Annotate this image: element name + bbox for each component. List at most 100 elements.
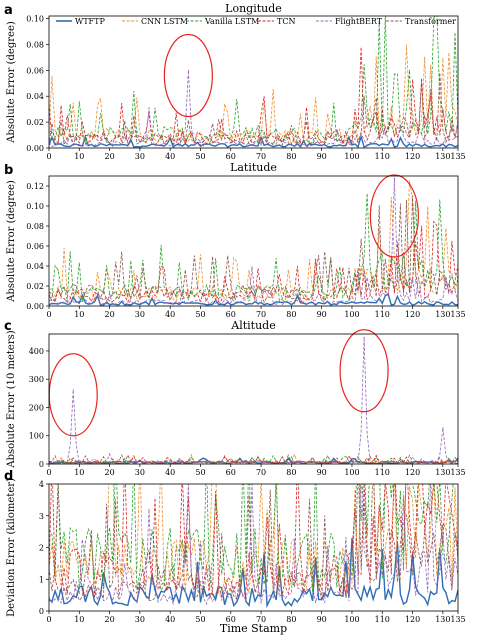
series-group: [49, 336, 458, 464]
highlight-ellipse: [163, 33, 213, 118]
series-line-flightbert: [49, 337, 458, 464]
chart-panel-d: d0 10 20 30 40 50 60 70 80 90 100 110 120 130 13501234…: [4, 469, 466, 635]
x-tick-label: 20: [104, 468, 114, 477]
series-line-flightbert: [49, 484, 458, 606]
legend-label: TCN: [277, 17, 295, 26]
peak-point: [442, 260, 444, 262]
x-tick-label: 90: [317, 310, 327, 319]
series-line-vanilla-lstm: [49, 16, 458, 145]
x-tick-label: 40: [165, 152, 175, 161]
x-tick-label: 110: [375, 468, 390, 477]
highlight-ellipse: [48, 353, 98, 437]
x-tick-label: 60: [226, 615, 236, 624]
legend-label: CNN LSTM: [141, 17, 188, 26]
peak-point: [57, 269, 59, 271]
y-tick-label: 0.06: [26, 66, 44, 75]
panel-letter: b: [4, 163, 13, 178]
series-line-flightbert: [49, 70, 458, 148]
x-tick-label: 40: [165, 615, 175, 624]
x-tick-label: 110: [375, 615, 390, 624]
x-tick-label: 50: [195, 310, 205, 319]
y-tick-label: 0.00: [26, 144, 44, 153]
x-tick-label: 130: [435, 152, 450, 161]
x-tick-label: 60: [226, 310, 236, 319]
x-tick-label: 110: [375, 152, 390, 161]
x-tick-label: 10: [74, 615, 84, 624]
x-tick-label: 0: [46, 615, 51, 624]
y-tick-label: 0.04: [26, 92, 44, 101]
series-line-transformer: [49, 72, 458, 147]
x-tick-label: 120: [405, 310, 420, 319]
series-line-transformer: [49, 484, 458, 602]
peak-point: [442, 58, 444, 60]
y-tick-label: 300: [29, 375, 44, 384]
axes-frame: [48, 175, 459, 307]
x-tick-label: 30: [135, 152, 145, 161]
series-line-tcn: [49, 46, 458, 146]
peak-point: [108, 453, 111, 455]
chart-title: Altitude: [230, 319, 275, 332]
y-tick-label: 1: [39, 575, 44, 584]
x-tick-label: 0: [46, 152, 51, 161]
x-tick-label: 30: [135, 468, 145, 477]
x-tick-label: 40: [165, 468, 175, 477]
y-tick-label: 0: [39, 607, 44, 616]
x-tick-label: 120: [405, 468, 420, 477]
series-line-wtftp: [49, 293, 458, 306]
x-tick-label: 135: [450, 468, 465, 477]
x-tick-label: 10: [74, 468, 84, 477]
peak-point: [187, 69, 189, 71]
legend-label: Vanilla LSTM: [204, 17, 259, 26]
y-tick-label: 400: [29, 347, 44, 356]
peak-point: [72, 389, 74, 391]
x-tick-label: 100: [344, 152, 359, 161]
x-tick-label: 0: [46, 468, 51, 477]
y-tick-label: 100: [29, 432, 44, 441]
legend-label: Transformer: [405, 17, 456, 26]
x-tick-label: 70: [256, 615, 266, 624]
x-tick-label: 70: [256, 152, 266, 161]
x-tick-label: 130: [435, 615, 450, 624]
series-group: [49, 484, 458, 609]
x-tick-label: 70: [256, 310, 266, 319]
chart-title: Longitude: [225, 2, 282, 15]
panel-letter: a: [4, 3, 13, 18]
x-tick-label: 30: [135, 615, 145, 624]
x-tick-label: 50: [195, 615, 205, 624]
peak-point: [430, 95, 432, 97]
peak-point: [51, 76, 53, 78]
peak-point: [390, 257, 392, 259]
y-tick-label: 0.08: [26, 40, 44, 49]
legend-label: WTFTP: [75, 17, 105, 26]
x-tick-label: 30: [135, 310, 145, 319]
x-tick-label: 90: [317, 615, 327, 624]
x-tick-label: 135: [450, 310, 465, 319]
legend: WTFTP CNN LSTM Vanilla LSTM TCN FlightBERT Tr…: [56, 17, 456, 26]
x-tick-label: 135: [450, 152, 465, 161]
axes-frame: [48, 15, 459, 149]
series-line-tcn: [49, 454, 458, 464]
series-group: [49, 177, 458, 306]
x-tick-label: 130: [435, 468, 450, 477]
series-line-vanilla-lstm: [49, 484, 454, 593]
series-line-wtftp: [49, 134, 458, 148]
x-tick-label: 100: [344, 468, 359, 477]
x-tick-label: 100: [344, 615, 359, 624]
peak-point: [363, 336, 365, 338]
x-axis-label: Time Stamp: [220, 622, 287, 635]
y-tick-label: 200: [29, 403, 44, 412]
peak-point: [393, 73, 395, 75]
x-tick-label: 20: [104, 615, 114, 624]
y-axis-label: Absolute Error (degree): [6, 180, 17, 303]
x-tick-label: 135: [450, 615, 465, 624]
x-tick-label: 10: [74, 310, 84, 319]
y-tick-label: 0.02: [26, 282, 44, 291]
y-tick-label: 0.00: [26, 302, 44, 311]
y-tick-label: 0.08: [26, 222, 44, 231]
y-tick-label: 0.04: [26, 262, 44, 271]
x-tick-label: 20: [104, 152, 114, 161]
y-tick-label: 0: [39, 460, 44, 469]
series-line-flightbert: [49, 177, 458, 306]
